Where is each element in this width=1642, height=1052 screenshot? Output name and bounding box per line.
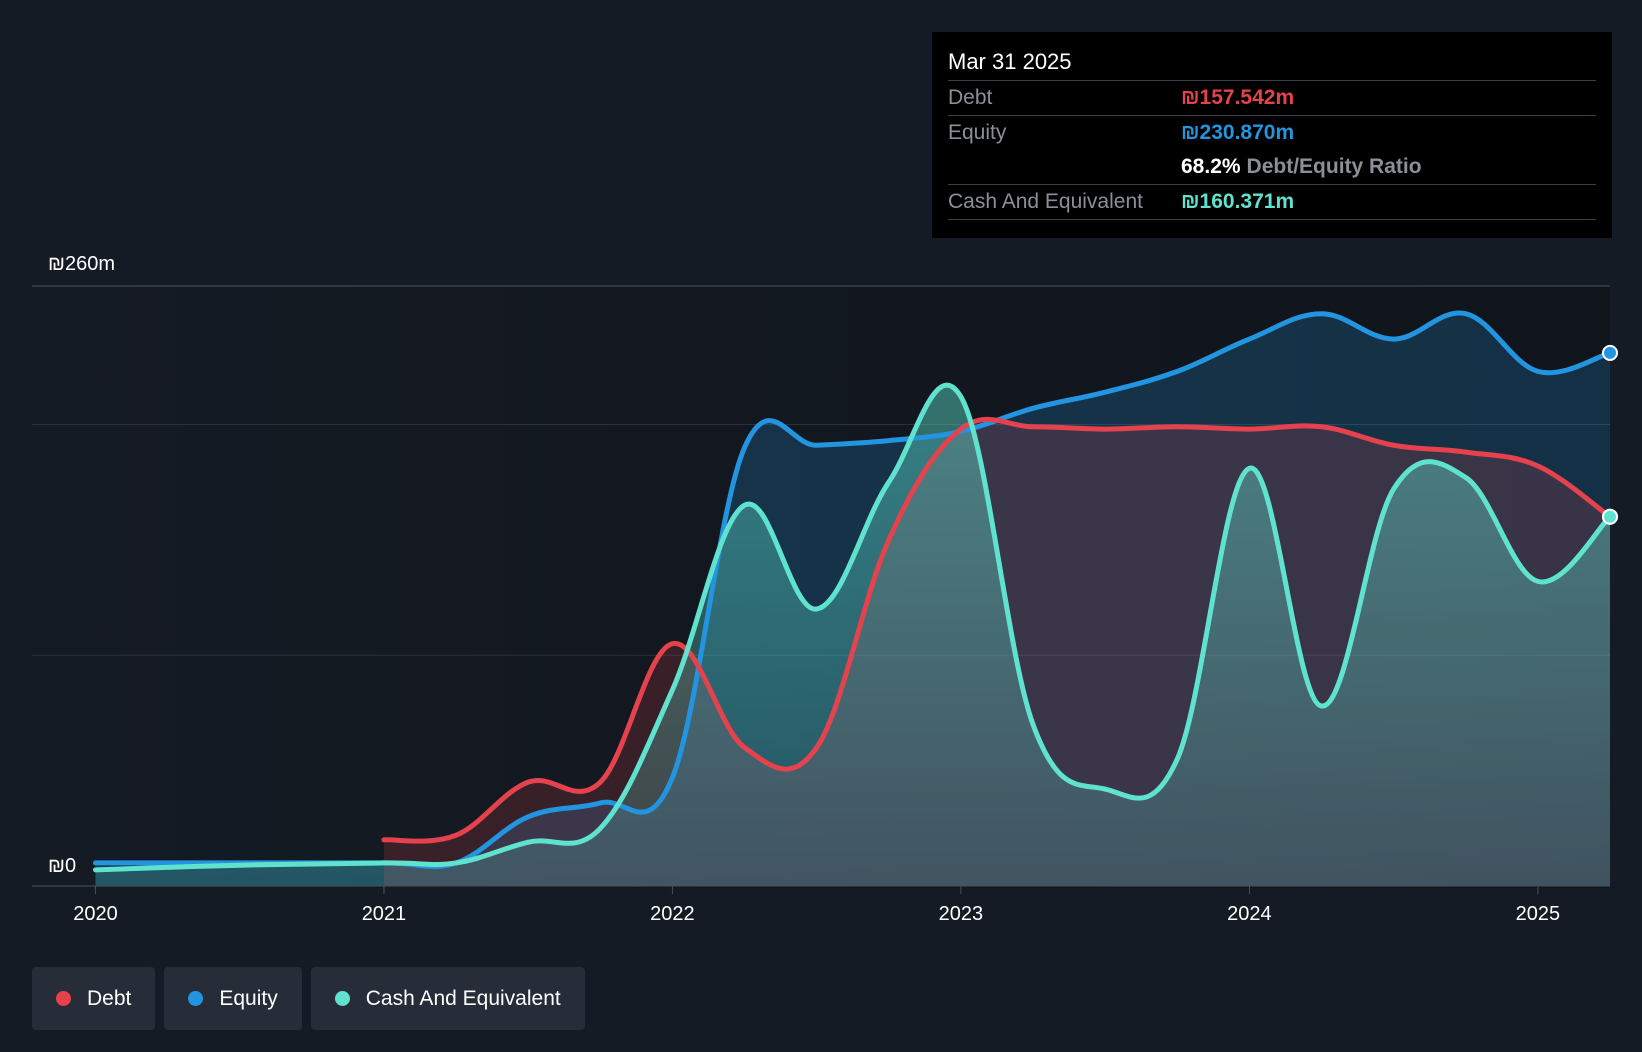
legend-dot-debt: [56, 991, 71, 1006]
tooltip-cash-label: Cash And Equivalent: [948, 190, 1143, 213]
legend: Debt Equity Cash And Equivalent: [32, 967, 585, 1030]
tooltip-ratio-label: Debt/Equity Ratio: [1246, 155, 1422, 178]
series-lines: [92, 310, 1613, 873]
end-point-cash: [1602, 508, 1618, 525]
y-tick-label-min: ₪0: [48, 855, 76, 877]
axes: 2020 2021 2022 2023 2024 2025 ₪0 ₪260m: [32, 253, 1610, 925]
tooltip-row-debt: Debt ₪157.542m: [948, 80, 1596, 115]
x-tick-label: 2021: [362, 903, 407, 925]
legend-label-equity: Equity: [219, 986, 278, 1010]
x-tick-label: 2022: [650, 903, 695, 925]
tooltip-row-ratio: 68.2% Debt/Equity Ratio: [948, 150, 1596, 184]
tooltip-row-cash: Cash And Equivalent ₪160.371m: [948, 184, 1596, 220]
series-line-debt: [381, 416, 1613, 844]
tooltip-debt-value: ₪157.542m: [1181, 86, 1295, 109]
legend-item-cash[interactable]: Cash And Equivalent: [310, 967, 585, 1030]
x-tick-label: 2020: [73, 903, 118, 925]
y-tick-label-max: ₪260m: [48, 253, 115, 275]
tooltip-row-equity: Equity ₪230.870m: [948, 115, 1596, 150]
legend-label-debt: Debt: [87, 986, 132, 1010]
tooltip-debt-label: Debt: [948, 86, 993, 109]
tooltip-ratio-value: 68.2%: [1181, 155, 1241, 178]
tooltip-equity-label: Equity: [948, 121, 1007, 144]
legend-item-debt[interactable]: Debt: [32, 967, 156, 1030]
end-markers: [1602, 344, 1618, 525]
x-tick-label: 2024: [1227, 903, 1272, 925]
tooltip-cash-value: ₪160.371m: [1181, 190, 1295, 213]
legend-item-equity[interactable]: Equity: [164, 967, 302, 1030]
tooltip-equity-value: ₪230.870m: [1181, 121, 1295, 144]
x-tick-label: 2025: [1516, 903, 1561, 925]
x-tick-label: 2023: [939, 903, 984, 925]
end-point-equity: [1602, 344, 1618, 361]
tooltip: Mar 31 2025 Debt ₪157.542m Equity ₪230.8…: [932, 32, 1612, 238]
legend-dot-equity: [188, 991, 204, 1006]
series-line-cash: [92, 382, 1613, 873]
legend-dot-cash: [334, 991, 350, 1006]
legend-label-cash: Cash And Equivalent: [365, 986, 561, 1010]
tooltip-date: Mar 31 2025: [948, 49, 1072, 74]
